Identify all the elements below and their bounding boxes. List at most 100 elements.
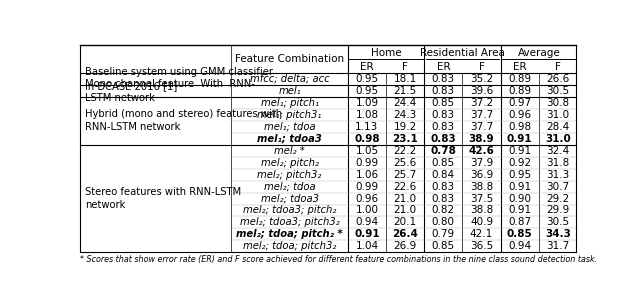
Text: mel₂; tdoa; pitch3₂: mel₂; tdoa; pitch3₂ — [243, 241, 336, 251]
Text: Baseline system using GMM classifier
in DCASE 2016 [1]: Baseline system using GMM classifier in … — [85, 68, 273, 91]
Text: 0.89: 0.89 — [508, 74, 531, 84]
Text: 38.8: 38.8 — [470, 205, 493, 216]
Text: Feature Combination: Feature Combination — [235, 54, 344, 64]
Text: 26.6: 26.6 — [547, 74, 570, 84]
Text: 1.09: 1.09 — [355, 98, 378, 108]
Text: mfcc; delta; acc: mfcc; delta; acc — [250, 74, 330, 84]
Text: 0.95: 0.95 — [355, 86, 378, 96]
Text: 0.98: 0.98 — [354, 134, 380, 144]
Text: 0.83: 0.83 — [432, 122, 455, 132]
Text: 21.0: 21.0 — [394, 193, 417, 204]
Text: 31.0: 31.0 — [547, 110, 570, 120]
Text: 31.3: 31.3 — [547, 170, 570, 180]
Text: 1.08: 1.08 — [355, 110, 378, 120]
Text: mel₁; tdoa3: mel₁; tdoa3 — [257, 134, 322, 144]
Text: 0.85: 0.85 — [432, 158, 455, 168]
Text: 37.5: 37.5 — [470, 193, 493, 204]
Text: 38.8: 38.8 — [470, 181, 493, 192]
Text: F: F — [479, 62, 484, 72]
Text: 0.82: 0.82 — [432, 205, 455, 216]
Text: 36.9: 36.9 — [470, 170, 493, 180]
Text: mel₂; pitch3₂: mel₂; pitch3₂ — [257, 170, 322, 180]
Text: 0.83: 0.83 — [431, 134, 456, 144]
Text: 40.9: 40.9 — [470, 217, 493, 228]
Text: 38.9: 38.9 — [468, 134, 494, 144]
Text: 0.96: 0.96 — [355, 193, 378, 204]
Text: 35.2: 35.2 — [470, 74, 493, 84]
Text: 0.83: 0.83 — [432, 181, 455, 192]
Text: Stereo features with RNN-LSTM
network: Stereo features with RNN-LSTM network — [85, 187, 241, 210]
Text: 0.85: 0.85 — [432, 98, 455, 108]
Text: 0.92: 0.92 — [508, 158, 531, 168]
Text: Mono channel feature  With  RNN-
LSTM network: Mono channel feature With RNN- LSTM netw… — [85, 80, 255, 103]
Text: 25.7: 25.7 — [394, 170, 417, 180]
Text: 0.80: 0.80 — [432, 217, 455, 228]
Text: 26.9: 26.9 — [394, 241, 417, 251]
Text: 0.91: 0.91 — [508, 181, 531, 192]
Text: 0.85: 0.85 — [507, 229, 532, 239]
Text: Residential Area: Residential Area — [420, 48, 505, 58]
Text: mel₁: mel₁ — [278, 86, 301, 96]
Text: 31.7: 31.7 — [547, 241, 570, 251]
Text: 0.90: 0.90 — [508, 193, 531, 204]
Text: 30.8: 30.8 — [547, 98, 570, 108]
Text: 0.91: 0.91 — [508, 205, 531, 216]
Text: 30.5: 30.5 — [547, 217, 570, 228]
Text: 21.5: 21.5 — [394, 86, 417, 96]
Text: 24.4: 24.4 — [394, 98, 417, 108]
Text: mel₁; tdoa: mel₁; tdoa — [264, 122, 316, 132]
Text: 42.1: 42.1 — [470, 229, 493, 239]
Text: 1.00: 1.00 — [355, 205, 378, 216]
Text: 0.99: 0.99 — [355, 158, 378, 168]
Text: ER: ER — [513, 62, 527, 72]
Text: 1.05: 1.05 — [355, 146, 378, 156]
Text: 0.98: 0.98 — [508, 122, 531, 132]
Text: 0.94: 0.94 — [508, 241, 531, 251]
Text: 0.89: 0.89 — [508, 86, 531, 96]
Text: 1.06: 1.06 — [355, 170, 378, 180]
Text: Hybrid (mono and stereo) features with
RNN-LSTM network: Hybrid (mono and stereo) features with R… — [85, 109, 282, 132]
Text: 0.78: 0.78 — [430, 146, 456, 156]
Text: 37.7: 37.7 — [470, 122, 493, 132]
Text: 36.5: 36.5 — [470, 241, 493, 251]
Text: 37.7: 37.7 — [470, 110, 493, 120]
Text: 30.7: 30.7 — [547, 181, 570, 192]
Text: 0.91: 0.91 — [507, 134, 532, 144]
Text: 29.2: 29.2 — [547, 193, 570, 204]
Text: ER: ER — [360, 62, 374, 72]
Text: 19.2: 19.2 — [394, 122, 417, 132]
Text: 32.4: 32.4 — [547, 146, 570, 156]
Text: F: F — [555, 62, 561, 72]
Text: 22.6: 22.6 — [394, 181, 417, 192]
Text: 37.9: 37.9 — [470, 158, 493, 168]
Text: 25.6: 25.6 — [394, 158, 417, 168]
Text: mel₂; tdoa; pitch₂ *: mel₂; tdoa; pitch₂ * — [236, 229, 343, 239]
Text: mel₂ *: mel₂ * — [274, 146, 305, 156]
Text: mel₂; tdoa3: mel₂; tdoa3 — [260, 193, 319, 204]
Text: 29.9: 29.9 — [547, 205, 570, 216]
Text: F: F — [402, 62, 408, 72]
Text: 20.1: 20.1 — [394, 217, 417, 228]
Text: 28.4: 28.4 — [547, 122, 570, 132]
Text: 0.87: 0.87 — [508, 217, 531, 228]
Text: 37.2: 37.2 — [470, 98, 493, 108]
Text: 1.13: 1.13 — [355, 122, 379, 132]
Text: 1.04: 1.04 — [355, 241, 378, 251]
Text: mel₂; tdoa3; pitch3₂: mel₂; tdoa3; pitch3₂ — [240, 217, 339, 228]
Text: 18.1: 18.1 — [394, 74, 417, 84]
Text: mel₁; pitch₁: mel₁; pitch₁ — [260, 98, 319, 108]
Text: Home: Home — [371, 48, 401, 58]
Text: 31.0: 31.0 — [545, 134, 571, 144]
Text: 0.91: 0.91 — [354, 229, 380, 239]
Text: 26.4: 26.4 — [392, 229, 418, 239]
Text: 31.8: 31.8 — [547, 158, 570, 168]
Text: 23.1: 23.1 — [392, 134, 418, 144]
Text: Average: Average — [517, 48, 560, 58]
Text: 0.83: 0.83 — [432, 110, 455, 120]
Text: 0.99: 0.99 — [355, 181, 378, 192]
Text: 0.95: 0.95 — [355, 74, 378, 84]
Text: 39.6: 39.6 — [470, 86, 493, 96]
Text: 0.85: 0.85 — [432, 241, 455, 251]
Text: mel₁; pitch3₁: mel₁; pitch3₁ — [257, 110, 322, 120]
Text: mel₂; tdoa: mel₂; tdoa — [264, 181, 316, 192]
